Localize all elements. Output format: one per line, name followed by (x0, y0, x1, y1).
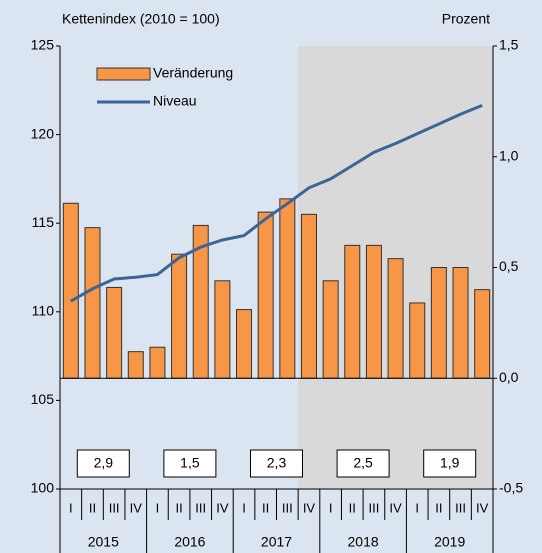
bar (106, 286, 123, 379)
legend-swatch (96, 67, 151, 81)
year-label: 2018 (348, 534, 379, 550)
annual-label: 2,3 (267, 455, 287, 471)
x-tick-label: III (109, 500, 120, 515)
y2-tick-label: 0,5 (499, 258, 519, 274)
bar (62, 202, 79, 379)
annual-box (423, 449, 477, 478)
bar (474, 289, 491, 379)
x-tick-label: III (455, 500, 466, 515)
y2-tick-label: 1,5 (499, 37, 519, 53)
x-tick-label: IV (303, 500, 316, 515)
x-tick-label: I (69, 500, 73, 515)
x-tick-label: II (175, 500, 182, 515)
x-tick-label: IV (216, 500, 229, 515)
x-tick-label: II (89, 500, 96, 515)
x-tick-label: III (195, 500, 206, 515)
y-tick-label: 105 (31, 391, 55, 407)
annual-label: 1,5 (180, 455, 200, 471)
x-tick-label: I (242, 500, 246, 515)
x-tick-label: I (329, 500, 333, 515)
left-axis-label: Kettenindex (2010 = 100) (62, 11, 220, 27)
bar (300, 213, 317, 379)
y-tick-label: 120 (31, 125, 55, 141)
bar (344, 244, 361, 379)
y2-tick-label: -0,5 (499, 480, 523, 496)
x-tick-label: I (156, 500, 160, 515)
y-tick-label: 110 (32, 303, 55, 319)
x-tick-label: IV (130, 500, 143, 515)
year-label: 2015 (88, 534, 119, 550)
annual-box (336, 449, 390, 478)
bar (452, 267, 469, 379)
bar (214, 280, 231, 379)
bar (279, 198, 296, 379)
bar (257, 211, 274, 379)
annual-box (250, 449, 303, 478)
annual-box (76, 449, 130, 478)
x-tick-label: III (369, 500, 380, 515)
annual-label: 1,9 (440, 455, 460, 471)
bar (236, 309, 253, 379)
bar (409, 302, 426, 379)
bar (387, 258, 404, 379)
bar (365, 244, 382, 379)
line (70, 104, 483, 303)
x-tick-label: II (262, 500, 269, 515)
y2-tick-label: 0,0 (499, 369, 519, 385)
year-label: 2019 (434, 534, 465, 550)
bar (171, 253, 188, 379)
bar (149, 346, 166, 379)
legend-label: Veränderung (153, 65, 233, 81)
bar (322, 280, 339, 379)
annual-box (163, 449, 217, 478)
legend-label: Niveau (153, 93, 197, 109)
x-tick-label: IV (389, 500, 402, 515)
annual-label: 2,9 (94, 455, 114, 471)
y2-tick-label: 1,0 (499, 147, 519, 163)
x-tick-label: II (349, 500, 356, 515)
y-tick-label: 125 (31, 37, 55, 53)
right-axis-label: Prozent (442, 11, 490, 27)
y-tick-label: 115 (32, 214, 55, 230)
x-tick-label: IV (476, 500, 489, 515)
year-label: 2017 (261, 534, 292, 550)
bar (84, 227, 101, 379)
bar (430, 267, 447, 379)
x-tick-label: III (282, 500, 293, 515)
year-label: 2016 (174, 534, 205, 550)
bar (127, 351, 144, 379)
x-tick-label: I (415, 500, 419, 515)
x-tick-label: II (435, 500, 442, 515)
annual-label: 2,5 (353, 455, 373, 471)
y-tick-label: 100 (31, 480, 55, 496)
